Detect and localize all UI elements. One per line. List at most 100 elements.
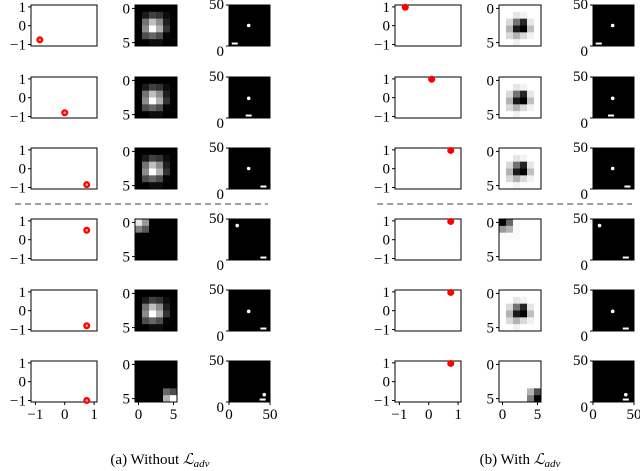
heatmap: [135, 361, 178, 403]
heatmap-cell: [506, 11, 514, 19]
scatter-xtick-label: 0: [425, 407, 433, 423]
image-ytick-label: 50: [209, 0, 224, 13]
ball: [610, 309, 615, 314]
heatmap-cell: [513, 232, 521, 240]
heatmap-cell: [527, 361, 535, 369]
heatmap-cell: [527, 175, 535, 183]
heatmap-cell: [499, 18, 507, 26]
heatmap-xtick-label: 0: [135, 407, 143, 423]
heatmap-cell: [142, 182, 150, 190]
scatter-axes: [30, 218, 98, 261]
heatmap-cell: [513, 246, 521, 254]
caption-b-symbol: ℒ: [533, 452, 545, 468]
scatter-ytick-label: 0: [383, 375, 391, 391]
heatmap-cell: [520, 25, 528, 33]
heatmap-cell: [142, 148, 150, 156]
heatmap-cell: [506, 317, 514, 325]
heatmap-cell: [163, 367, 171, 375]
heatmap-cell: [170, 361, 178, 369]
heatmap-ytick-label: 5: [123, 36, 131, 52]
heatmap-cell: [142, 25, 150, 33]
heatmap-cell: [499, 246, 507, 254]
heatmap-cell: [534, 303, 542, 311]
heatmap-cell: [520, 310, 528, 318]
heatmap-ytick-label: 0: [123, 144, 131, 160]
heatmap: [135, 148, 178, 190]
heatmap-cell: [142, 111, 150, 119]
heatmap: [499, 148, 542, 190]
image-ytick-label: 50: [573, 69, 588, 85]
heatmap-cell: [527, 388, 535, 396]
heatmap-cell: [499, 90, 507, 98]
heatmap-cell: [499, 5, 507, 13]
heatmap-cell: [170, 18, 178, 26]
heatmap-cell: [142, 161, 150, 169]
heatmap-cell: [506, 225, 514, 233]
heatmap-cell: [163, 310, 171, 318]
heatmap-cell: [149, 388, 157, 396]
scatter-ytick-label: −1: [10, 251, 26, 267]
heatmap-cell: [520, 232, 528, 240]
heatmap-cell: [135, 374, 143, 382]
heatmap-cell: [163, 104, 171, 112]
scatter-ytick-label: −1: [10, 37, 26, 53]
heatmap-cell: [142, 324, 150, 332]
heatmap-cell: [149, 219, 157, 227]
heatmap-cell: [135, 361, 143, 369]
heatmap-cell: [156, 11, 164, 19]
heatmap-cell: [499, 97, 507, 105]
heatmap-cell: [499, 239, 507, 247]
heatmap-cell: [163, 90, 171, 98]
heatmap-cell: [135, 296, 143, 304]
heatmap-cell: [506, 324, 514, 332]
caption-b-sub: adv: [544, 458, 561, 470]
image-ytick-label: 0: [217, 329, 225, 345]
heatmap-cell: [149, 381, 157, 389]
heatmap-cell: [135, 395, 143, 403]
heatmap-cell: [142, 154, 150, 162]
scatter-xtick-label: 1: [454, 407, 462, 423]
heatmap-cell: [513, 175, 521, 183]
caption-a: (a) Without ℒadv: [110, 450, 209, 470]
heatmap-cell: [170, 182, 178, 190]
heatmap-cell: [163, 18, 171, 26]
heatmap-cell: [163, 239, 171, 247]
heatmap-cell: [156, 83, 164, 91]
ball: [262, 392, 267, 397]
heatmap-cell: [527, 324, 535, 332]
heatmap-cell: [156, 310, 164, 318]
heatmap-xtick-label: 5: [534, 407, 542, 423]
heatmap-cell: [149, 303, 157, 311]
heatmap-cell: [170, 83, 178, 91]
heatmap-cell: [527, 381, 535, 389]
heatmap-ytick-label: 0: [487, 73, 495, 89]
heatmap-cell: [534, 374, 542, 382]
paddle: [622, 327, 629, 330]
heatmap-cell: [520, 161, 528, 169]
heatmap-cell: [149, 296, 157, 304]
heatmap-cell: [499, 25, 507, 33]
heatmap-cell: [534, 225, 542, 233]
heatmap-cell: [499, 381, 507, 389]
heatmap-cell: [513, 395, 521, 403]
heatmap-cell: [142, 310, 150, 318]
image-xtick-label: 0: [225, 407, 233, 423]
heatmap-cell: [135, 148, 143, 156]
heatmap-frame: [134, 218, 178, 261]
heatmap-cell: [534, 168, 542, 176]
scatter-ytick-label: 0: [19, 233, 27, 249]
heatmap-cell: [534, 246, 542, 254]
image-ytick-label: 50: [573, 140, 588, 156]
heatmap-cell: [170, 324, 178, 332]
heatmap-cell: [513, 182, 521, 190]
heatmap-cell: [135, 111, 143, 119]
heatmap-ytick-label: 5: [123, 179, 131, 195]
heatmap-cell: [170, 253, 178, 261]
heatmap-cell: [534, 97, 542, 105]
heatmap-cell: [170, 317, 178, 325]
heatmap-cell: [163, 148, 171, 156]
scatter-xtick-label: 0: [61, 407, 69, 423]
heatmap-cell: [499, 11, 507, 19]
heatmap-cell: [149, 374, 157, 382]
heatmap-cell: [527, 83, 535, 91]
